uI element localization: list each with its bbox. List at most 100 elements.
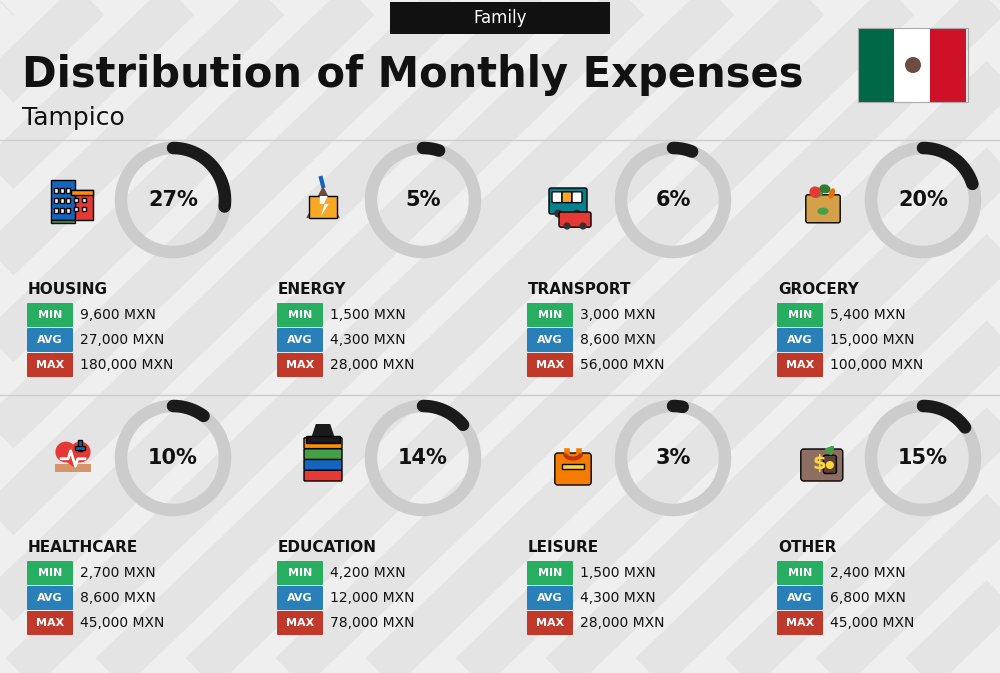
Text: MIN: MIN: [288, 310, 312, 320]
Text: HOUSING: HOUSING: [28, 283, 108, 297]
Text: 45,000 MXN: 45,000 MXN: [80, 616, 164, 630]
Text: TRANSPORT: TRANSPORT: [528, 283, 632, 297]
Circle shape: [55, 441, 76, 462]
FancyBboxPatch shape: [277, 353, 323, 377]
Circle shape: [809, 186, 821, 198]
FancyBboxPatch shape: [552, 192, 562, 203]
FancyBboxPatch shape: [930, 28, 966, 102]
FancyBboxPatch shape: [390, 2, 610, 34]
FancyBboxPatch shape: [27, 353, 73, 377]
FancyBboxPatch shape: [562, 464, 584, 468]
FancyBboxPatch shape: [66, 198, 70, 203]
FancyBboxPatch shape: [54, 188, 58, 192]
FancyBboxPatch shape: [51, 220, 75, 223]
FancyBboxPatch shape: [74, 197, 78, 203]
Text: MAX: MAX: [36, 618, 64, 628]
Text: 3,000 MXN: 3,000 MXN: [580, 308, 656, 322]
Text: 15,000 MXN: 15,000 MXN: [830, 333, 914, 347]
Text: MAX: MAX: [36, 360, 64, 370]
Text: AVG: AVG: [787, 593, 813, 603]
Text: MIN: MIN: [788, 310, 812, 320]
Text: AVG: AVG: [287, 335, 313, 345]
Text: AVG: AVG: [537, 335, 563, 345]
Text: 8,600 MXN: 8,600 MXN: [580, 333, 656, 347]
FancyBboxPatch shape: [27, 586, 73, 610]
Text: 4,300 MXN: 4,300 MXN: [330, 333, 406, 347]
Text: AVG: AVG: [787, 335, 813, 345]
FancyBboxPatch shape: [54, 198, 58, 203]
Text: AVG: AVG: [37, 335, 63, 345]
Text: MAX: MAX: [536, 618, 564, 628]
Ellipse shape: [819, 184, 831, 193]
Text: 180,000 MXN: 180,000 MXN: [80, 358, 173, 372]
FancyBboxPatch shape: [75, 446, 85, 450]
Circle shape: [573, 209, 581, 217]
Circle shape: [563, 222, 571, 229]
FancyBboxPatch shape: [277, 328, 323, 352]
Text: MIN: MIN: [788, 568, 812, 578]
Text: 5,400 MXN: 5,400 MXN: [830, 308, 906, 322]
Text: 1,500 MXN: 1,500 MXN: [330, 308, 406, 322]
FancyBboxPatch shape: [777, 561, 823, 585]
FancyBboxPatch shape: [777, 586, 823, 610]
FancyBboxPatch shape: [60, 198, 64, 203]
Polygon shape: [320, 196, 329, 217]
Circle shape: [826, 461, 834, 469]
Ellipse shape: [811, 188, 823, 198]
FancyBboxPatch shape: [82, 207, 86, 211]
Circle shape: [554, 209, 562, 217]
FancyBboxPatch shape: [559, 212, 591, 227]
Text: 20%: 20%: [898, 190, 948, 210]
FancyBboxPatch shape: [304, 449, 342, 460]
FancyBboxPatch shape: [27, 328, 73, 352]
Text: 100,000 MXN: 100,000 MXN: [830, 358, 923, 372]
Text: 8,600 MXN: 8,600 MXN: [80, 591, 156, 605]
Text: Distribution of Monthly Expenses: Distribution of Monthly Expenses: [22, 54, 804, 96]
FancyBboxPatch shape: [527, 353, 573, 377]
Text: 45,000 MXN: 45,000 MXN: [830, 616, 914, 630]
Circle shape: [579, 222, 587, 229]
Text: 56,000 MXN: 56,000 MXN: [580, 358, 664, 372]
FancyBboxPatch shape: [777, 328, 823, 352]
Text: LEISURE: LEISURE: [528, 540, 599, 555]
FancyBboxPatch shape: [71, 190, 93, 194]
Text: MAX: MAX: [786, 360, 814, 370]
Text: MAX: MAX: [536, 360, 564, 370]
Text: 12,000 MXN: 12,000 MXN: [330, 591, 415, 605]
FancyBboxPatch shape: [801, 449, 843, 481]
Polygon shape: [312, 424, 334, 436]
FancyBboxPatch shape: [777, 303, 823, 327]
Text: ENERGY: ENERGY: [278, 283, 347, 297]
FancyBboxPatch shape: [858, 28, 894, 102]
FancyBboxPatch shape: [806, 194, 840, 223]
FancyBboxPatch shape: [823, 455, 836, 474]
Text: AVG: AVG: [537, 593, 563, 603]
Text: 27%: 27%: [148, 190, 198, 210]
FancyBboxPatch shape: [527, 303, 573, 327]
Text: MIN: MIN: [538, 310, 562, 320]
FancyBboxPatch shape: [304, 460, 342, 470]
Text: Family: Family: [473, 9, 527, 27]
Text: 2,400 MXN: 2,400 MXN: [830, 566, 906, 580]
FancyBboxPatch shape: [777, 611, 823, 635]
Text: GROCERY: GROCERY: [778, 283, 859, 297]
Text: 2,700 MXN: 2,700 MXN: [80, 566, 156, 580]
Text: 15%: 15%: [898, 448, 948, 468]
FancyBboxPatch shape: [527, 561, 573, 585]
FancyBboxPatch shape: [78, 440, 82, 451]
Ellipse shape: [829, 188, 835, 199]
Text: 28,000 MXN: 28,000 MXN: [330, 358, 415, 372]
FancyBboxPatch shape: [74, 207, 78, 211]
FancyBboxPatch shape: [66, 208, 70, 213]
FancyBboxPatch shape: [562, 192, 572, 203]
Polygon shape: [306, 186, 340, 218]
Text: Tampico: Tampico: [22, 106, 125, 130]
FancyBboxPatch shape: [304, 438, 342, 449]
FancyBboxPatch shape: [27, 303, 73, 327]
Text: MIN: MIN: [538, 568, 562, 578]
FancyBboxPatch shape: [549, 188, 587, 214]
FancyBboxPatch shape: [304, 470, 342, 481]
Text: MIN: MIN: [38, 568, 62, 578]
Text: MAX: MAX: [786, 618, 814, 628]
Text: 6%: 6%: [655, 190, 691, 210]
